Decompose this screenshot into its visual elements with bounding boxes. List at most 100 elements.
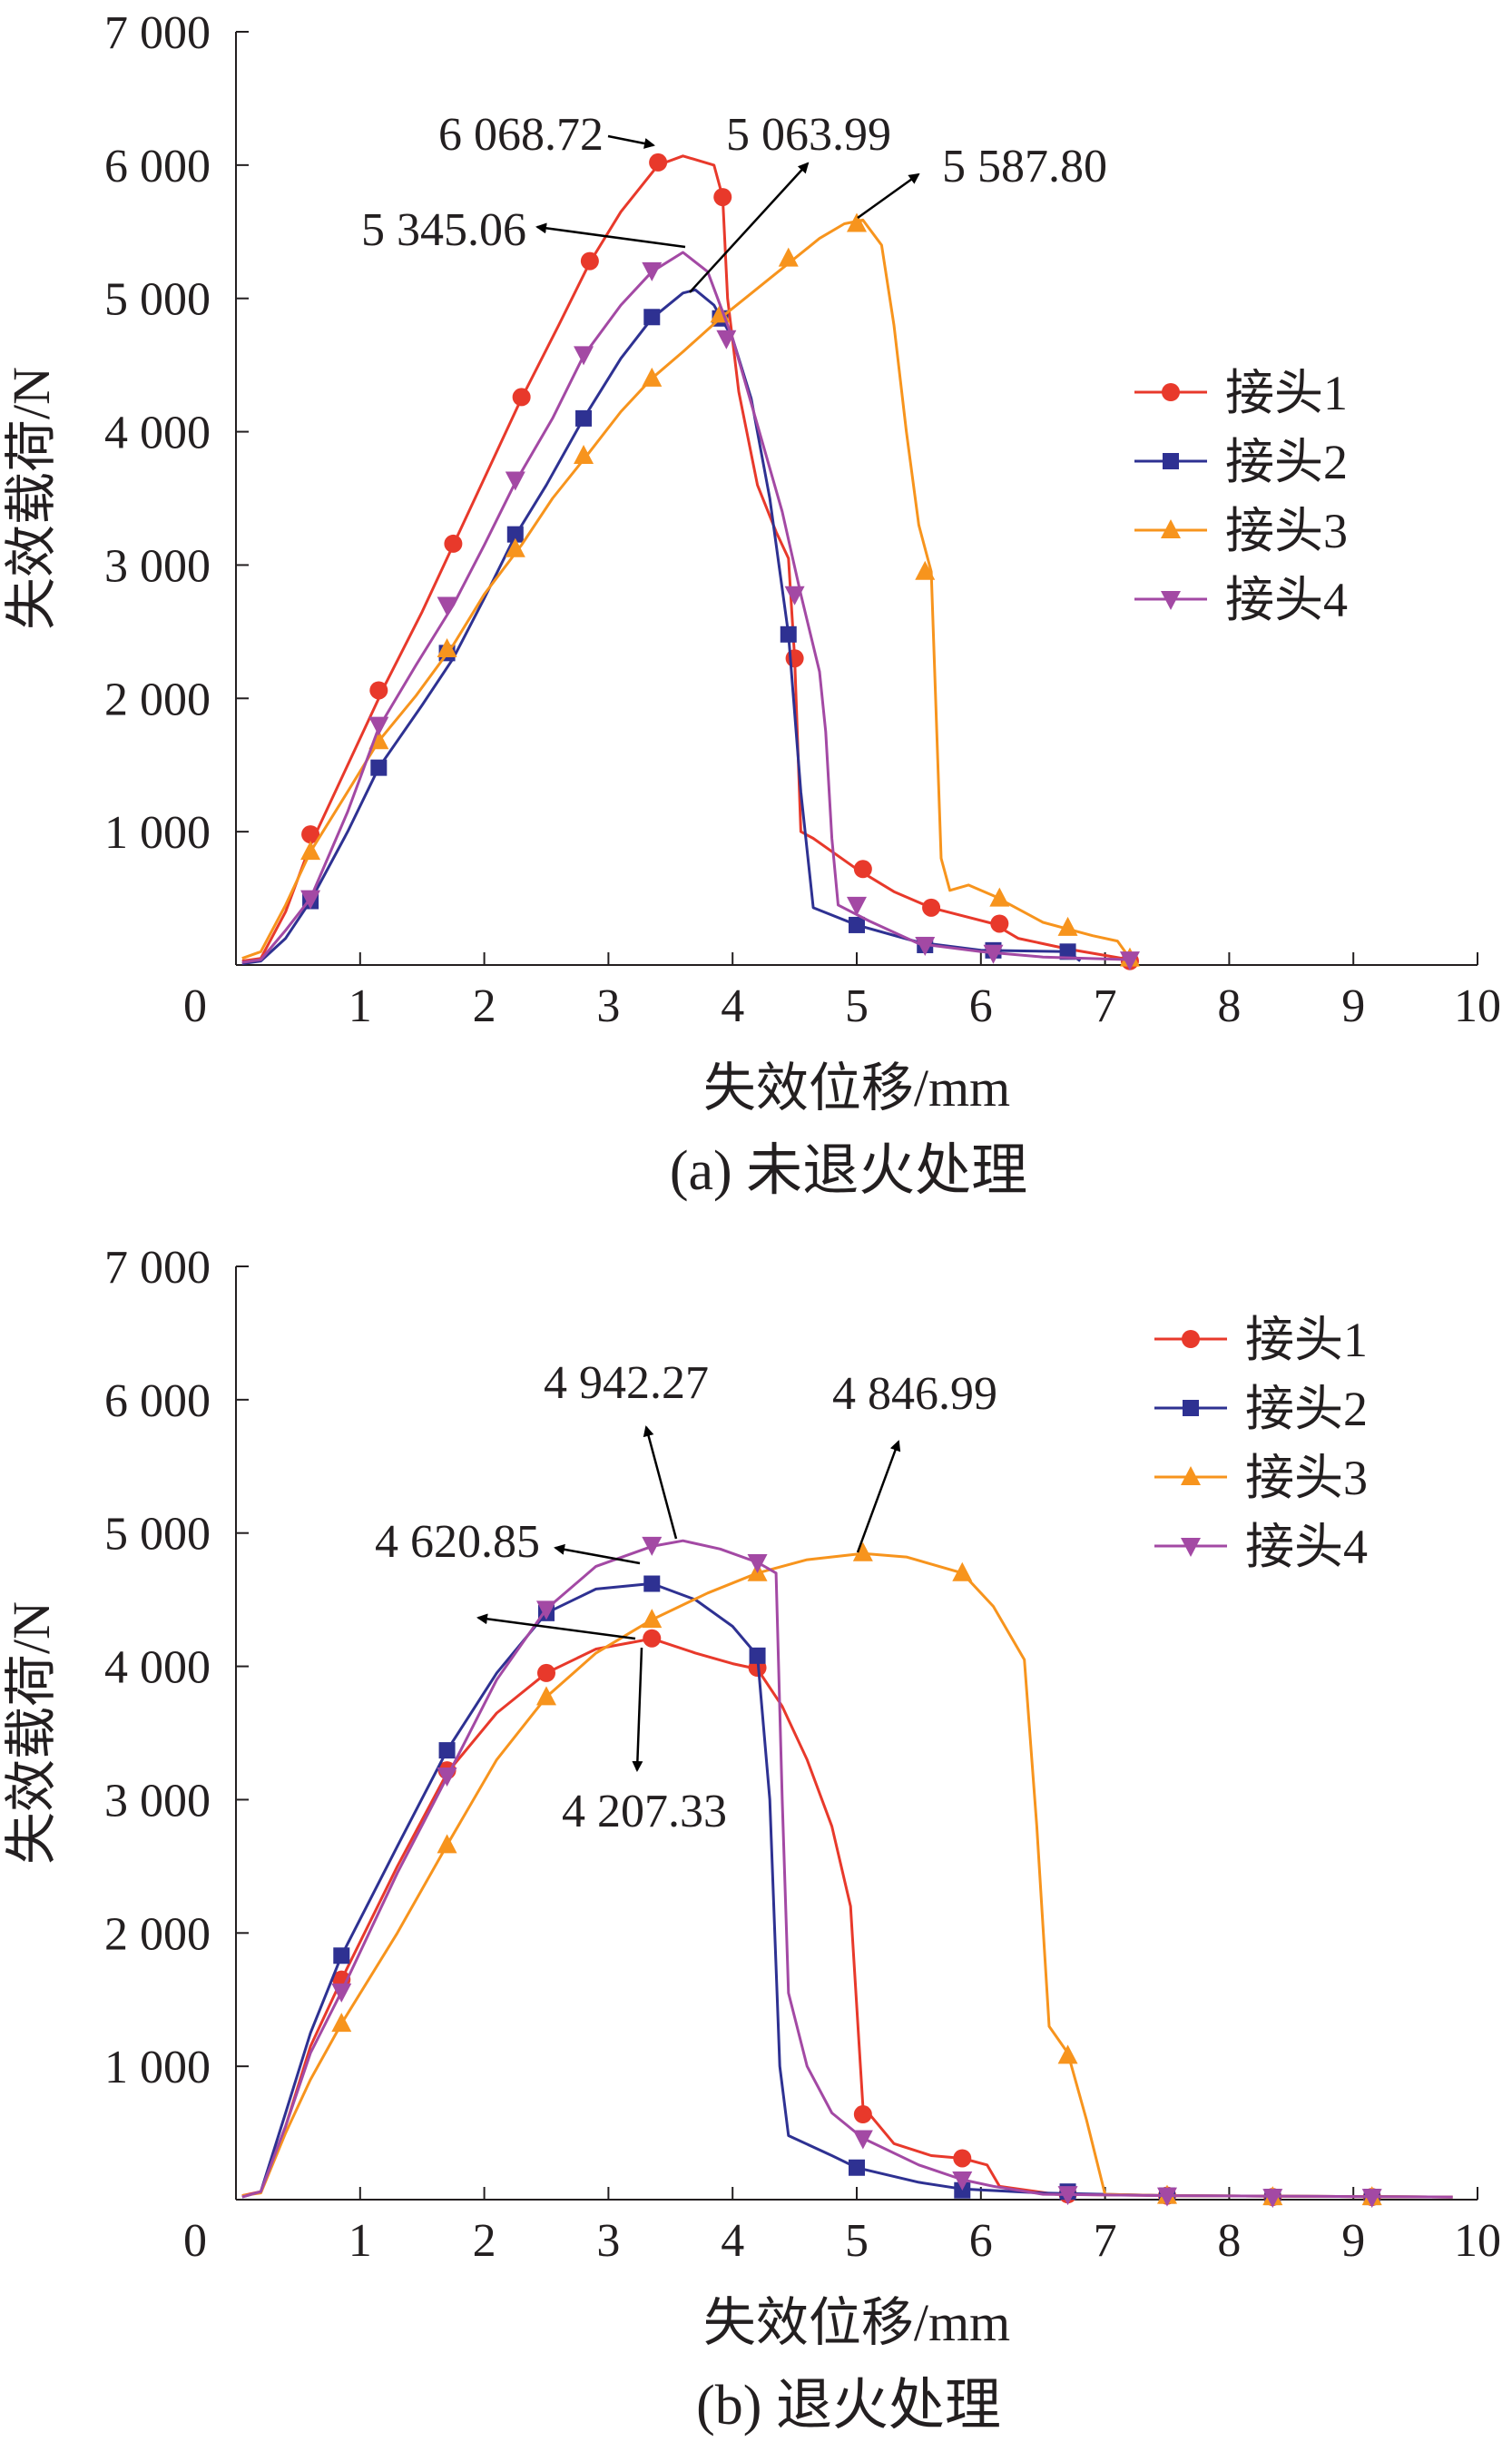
data-point — [849, 2159, 865, 2176]
annotation-label: 4 942.27 — [544, 1357, 709, 1409]
legend-label: 接头2 — [1225, 435, 1348, 489]
x-tick-label: 0 — [183, 2215, 207, 2267]
x-tick-label: 6 — [969, 2215, 993, 2267]
y-tick-label: 3 000 — [104, 1775, 211, 1827]
data-point — [784, 586, 805, 606]
legend-marker — [1183, 1400, 1199, 1416]
data-point — [990, 914, 1009, 933]
data-point — [438, 1742, 456, 1759]
annotation-arrow — [554, 1543, 641, 1565]
data-point — [642, 261, 663, 281]
y-tick-label: 2 000 — [104, 1908, 211, 1960]
data-point — [713, 188, 732, 207]
annotation-arrow — [643, 1425, 678, 1540]
data-point — [643, 1575, 661, 1592]
y-tick-label: 4 000 — [104, 408, 211, 459]
ticks: 0 1 2 3 4 5 6 7 8 9 10 1 000 2 000 3 000 4 000 5 000 6 0… — [104, 7, 1501, 1032]
data-point — [1057, 2044, 1078, 2064]
data-point — [300, 841, 321, 861]
series-line — [241, 251, 1131, 964]
x-tick-label: 4 — [721, 980, 744, 1032]
data-point — [1057, 916, 1078, 936]
data-point — [852, 2130, 873, 2150]
annotation-label: 5 063.99 — [726, 109, 891, 161]
series-line — [241, 1539, 1453, 2199]
data-point — [333, 1947, 350, 1965]
annotation-label: 4 207.33 — [562, 1786, 727, 1837]
x-tick-label: 9 — [1341, 2215, 1365, 2267]
x-tick-label: 1 — [349, 2215, 372, 2267]
y-tick-label: 2 000 — [104, 674, 211, 725]
annotation-label: 6 068.72 — [438, 109, 604, 161]
annotation-arrow — [857, 172, 920, 220]
x-tick-label: 2 — [473, 980, 496, 1032]
data-point — [505, 537, 525, 557]
data-point — [642, 1609, 663, 1629]
data-point — [331, 1983, 352, 2003]
annotation-arrow — [856, 1440, 901, 1553]
data-point — [922, 898, 941, 917]
y-tick-label: 1 000 — [104, 2042, 211, 2093]
legend-label: 接头3 — [1245, 1451, 1368, 1505]
legend-label: 接头3 — [1225, 504, 1348, 558]
data-point — [643, 1629, 662, 1648]
data-point — [1059, 943, 1076, 960]
chart-title: (b) 退火处理 — [696, 2375, 1001, 2437]
x-tick-label: 7 — [1094, 2215, 1117, 2267]
data-point — [1262, 2189, 1283, 2209]
legend-label: 接头2 — [1245, 1382, 1368, 1436]
legend-label: 接头4 — [1245, 1520, 1368, 1574]
data-point — [642, 367, 663, 387]
series-layer — [241, 153, 1140, 971]
data-point — [953, 2149, 972, 2168]
series-line — [241, 218, 1132, 960]
legend: 接头1 接头2 接头3 接头4 — [1154, 1313, 1368, 1574]
data-point — [847, 896, 867, 916]
legend-label: 接头1 — [1245, 1313, 1368, 1367]
data-point — [1119, 951, 1140, 971]
data-point — [331, 2013, 352, 2033]
data-point — [983, 944, 1004, 964]
y-tick-label: 5 000 — [104, 1509, 211, 1561]
data-point — [915, 560, 936, 580]
data-point — [778, 247, 799, 267]
data-point — [749, 1647, 766, 1664]
x-tick-label: 9 — [1341, 980, 1365, 1032]
x-tick-label: 6 — [969, 980, 993, 1032]
x-tick-label: 3 — [596, 2215, 620, 2267]
data-point — [437, 637, 457, 657]
x-tick-label: 10 — [1454, 980, 1501, 1032]
legend-label: 接头4 — [1225, 573, 1348, 627]
data-point — [575, 409, 593, 427]
series-line — [241, 1551, 1453, 2199]
data-point — [1057, 2186, 1078, 2206]
data-point — [642, 1536, 663, 1556]
annotation-arrow — [632, 1647, 643, 1772]
data-point — [952, 1561, 973, 1581]
data-point — [1157, 2187, 1177, 2207]
data-point — [437, 1767, 457, 1787]
legend-marker — [1163, 453, 1179, 469]
data-point — [300, 890, 321, 910]
data-point — [849, 916, 865, 933]
annotation-label: 5 587.80 — [942, 141, 1107, 192]
chart-panel-b: 0 1 2 3 4 5 6 7 8 9 10 1 000 2 000 3 000 4 000 5 000 6 0… — [2, 1242, 1501, 2437]
legend: 接头1 接头2 接头3 接头4 — [1134, 366, 1348, 627]
x-tick-label: 5 — [845, 980, 869, 1032]
y-tick-label: 7 000 — [104, 1242, 211, 1294]
x-tick-label: 8 — [1217, 980, 1241, 1032]
x-tick-label: 1 — [349, 980, 372, 1032]
data-point — [437, 596, 457, 616]
x-tick-label: 3 — [596, 980, 620, 1032]
data-point — [369, 681, 388, 700]
legend-marker — [1181, 1538, 1201, 1557]
annotation-label: 4 620.85 — [375, 1516, 540, 1568]
data-point — [716, 330, 737, 350]
data-point — [512, 388, 531, 407]
data-point — [952, 2171, 973, 2191]
series-line — [241, 154, 1131, 963]
legend-marker — [1182, 1330, 1200, 1348]
legend-marker — [1181, 1466, 1201, 1485]
